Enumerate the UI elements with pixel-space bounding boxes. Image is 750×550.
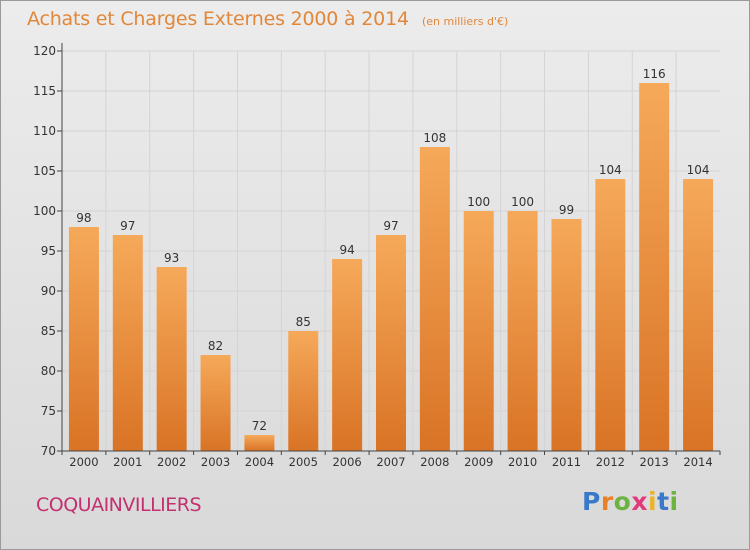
- logo-letter: r: [600, 487, 614, 516]
- bars: [68, 83, 714, 451]
- y-tick-label: 115: [33, 84, 56, 98]
- logo-letter: t: [657, 487, 670, 516]
- chart-subtitle: (en milliers d'€): [421, 15, 509, 28]
- data-label: 116: [643, 67, 666, 81]
- bar: [68, 227, 99, 451]
- labels: 70 75 80 85 90 95 100 105 110 115 120 98 2000 97 2001 9…: [33, 44, 713, 469]
- data-label: 97: [120, 219, 135, 233]
- y-tick-label: 80: [41, 364, 56, 378]
- y-tick-label: 95: [41, 244, 56, 258]
- commune-name: COQUAINVILLIERS: [36, 494, 202, 516]
- y-tick-label: 85: [41, 324, 56, 338]
- y-tick-label: 110: [33, 124, 56, 138]
- bar: [551, 219, 582, 451]
- axes: [57, 43, 721, 455]
- logo-letter: x: [631, 487, 648, 516]
- logo-letter: i: [648, 487, 658, 516]
- bar: [639, 83, 670, 451]
- bar: [419, 147, 450, 451]
- data-label: 94: [339, 243, 354, 257]
- y-tick-label: 120: [33, 44, 56, 58]
- x-tick-label: 2012: [596, 455, 625, 469]
- data-label: 72: [252, 419, 267, 433]
- data-label: 93: [164, 251, 179, 265]
- x-tick-label: 2013: [640, 455, 669, 469]
- y-tick-label: 70: [41, 444, 56, 458]
- proxiti-logo: Proxiti: [582, 487, 679, 516]
- x-tick-label: 2005: [289, 455, 318, 469]
- x-tick-label: 2010: [508, 455, 537, 469]
- logo-letter: i: [669, 487, 679, 516]
- title-block: Achats et Charges Externes 2000 à 2014 (…: [27, 8, 508, 30]
- bar: [156, 267, 187, 451]
- bar: [112, 235, 143, 451]
- bar: [288, 331, 319, 451]
- logo-letter: o: [613, 487, 632, 516]
- data-label: 100: [511, 195, 534, 209]
- data-label: 97: [383, 219, 398, 233]
- bar: [376, 235, 406, 451]
- x-tick-label: 2009: [464, 455, 493, 469]
- data-label: 104: [599, 163, 622, 177]
- x-tick-label: 2006: [332, 455, 361, 469]
- x-tick-label: 2002: [157, 455, 186, 469]
- x-tick-label: 2007: [376, 455, 405, 469]
- logo-letter: P: [582, 487, 601, 516]
- x-tick-label: 2011: [552, 455, 581, 469]
- y-tick-label: 75: [41, 404, 56, 418]
- bar: [595, 179, 626, 451]
- y-tick-label: 100: [33, 204, 56, 218]
- x-tick-label: 2003: [201, 455, 230, 469]
- bar: [244, 435, 275, 451]
- bar: [507, 211, 538, 451]
- y-tick-label: 105: [33, 164, 56, 178]
- x-tick-label: 2000: [69, 455, 98, 469]
- chart-title: Achats et Charges Externes 2000 à 2014: [27, 8, 409, 30]
- data-label: 100: [467, 195, 490, 209]
- x-tick-label: 2004: [245, 455, 274, 469]
- y-tick-label: 90: [41, 284, 56, 298]
- data-label: 82: [208, 339, 223, 353]
- bar: [332, 259, 363, 451]
- x-tick-label: 2001: [113, 455, 142, 469]
- data-label: 108: [423, 131, 446, 145]
- bar: [200, 355, 231, 451]
- x-tick-label: 2008: [420, 455, 449, 469]
- data-label: 85: [296, 315, 311, 329]
- data-label: 98: [76, 211, 91, 225]
- data-label: 99: [559, 203, 574, 217]
- bar: [463, 211, 494, 451]
- x-tick-label: 2014: [683, 455, 712, 469]
- data-label: 104: [687, 163, 710, 177]
- bar: [683, 179, 714, 451]
